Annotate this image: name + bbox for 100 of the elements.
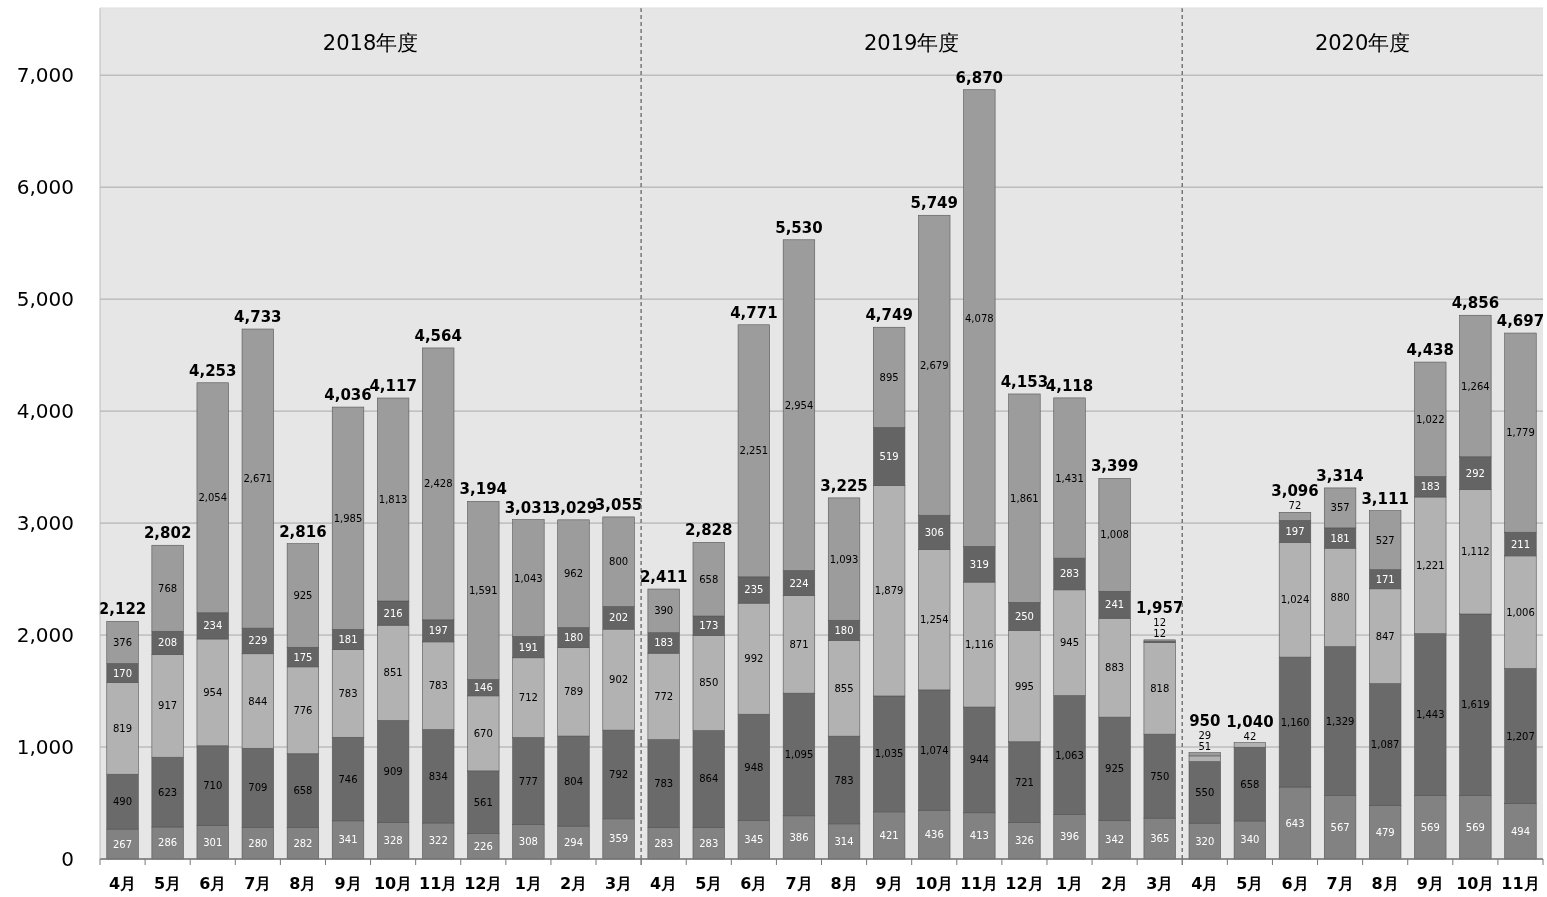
data-label: 783 [834,774,854,786]
data-label: 1,861 [1010,492,1039,504]
data-label: 250 [1014,610,1034,622]
data-label: 1,207 [1506,730,1535,742]
data-label: 804 [563,775,584,787]
data-label: 1,329 [1325,715,1355,727]
data-label: 623 [158,786,178,798]
data-label: 1,221 [1415,559,1445,571]
x-tick-label: 4月 [650,874,678,893]
data-label: 183 [654,637,674,649]
data-label: 1,619 [1461,699,1490,711]
data-label: 29 [1198,729,1212,741]
x-tick-label: 6月 [1281,874,1309,893]
x-tick-label: 8月 [289,874,317,893]
total-label: 3,314 [1316,466,1364,485]
x-tick-label: 7月 [1326,874,1354,893]
data-label: 2,954 [784,399,814,411]
data-label: 42 [1243,730,1257,742]
data-label: 962 [563,568,584,580]
x-tick-label: 1月 [1055,874,1084,893]
x-tick-label: 10月 [1456,874,1495,893]
data-label: 359 [609,833,629,845]
data-label: 314 [834,835,854,847]
data-label: 945 [1059,637,1080,649]
data-label: 658 [293,785,313,797]
total-label: 4,253 [189,361,237,380]
y-tick-label: 2,000 [16,623,74,648]
data-label: 658 [1240,778,1260,790]
x-tick-label: 5月 [1236,874,1264,893]
total-label: 3,225 [820,476,868,495]
data-label: 855 [834,682,854,694]
data-label: 267 [113,838,133,850]
total-label: 4,733 [234,308,282,327]
x-tick-label: 8月 [830,874,858,893]
data-label: 909 [383,765,403,777]
y-tick-label: 7,000 [16,63,74,88]
y-tick-label: 5,000 [16,287,74,312]
data-label: 479 [1375,826,1395,838]
data-label: 800 [609,556,629,568]
data-label: 895 [879,371,899,383]
data-label: 211 [1510,538,1530,550]
total-label: 950 [1189,711,1221,730]
data-label: 917 [158,700,178,712]
data-label: 2,428 [423,478,453,490]
total-label: 2,802 [143,524,192,543]
data-label: 569 [1465,821,1485,833]
x-tick-label: 6月 [199,874,227,893]
data-label: 2,251 [739,445,769,457]
data-label: 180 [563,632,584,644]
data-label: 721 [1014,776,1034,788]
data-label: 670 [473,727,493,739]
data-label: 1,431 [1055,472,1084,484]
data-label: 864 [699,773,719,785]
data-label: 777 [518,775,538,787]
y-tick-label: 3,000 [16,511,74,536]
y-tick-label: 0 [61,847,74,871]
data-label: 320 [1195,835,1215,847]
y-tick-label: 6,000 [16,175,74,200]
x-tick-label: 2月 [1101,874,1129,893]
data-label: 345 [744,834,764,846]
data-label: 340 [1240,834,1260,846]
data-label: 234 [203,620,223,632]
data-label: 283 [699,837,719,849]
data-label: 308 [518,836,538,848]
data-label: 1,043 [514,572,543,584]
data-label: 883 [1105,662,1125,674]
data-label: 944 [969,754,989,766]
data-label: 181 [1330,532,1350,544]
data-label: 844 [248,695,268,707]
data-label: 183 [1420,481,1440,493]
x-tick-label: 12月 [464,874,503,893]
data-label: 925 [293,589,313,601]
total-label: 2,122 [98,600,147,619]
data-label: 171 [1375,573,1395,585]
total-label: 3,399 [1090,457,1139,476]
data-label: 750 [1150,770,1170,782]
data-label: 709 [248,782,268,794]
data-label: 995 [1014,680,1034,692]
data-label: 871 [789,638,809,650]
data-label: 173 [699,620,719,632]
total-label: 3,031 [504,498,553,517]
data-label: 326 [1014,835,1034,847]
x-tick-label: 11月 [960,874,999,893]
data-label: 561 [473,796,493,808]
data-label: 746 [338,773,358,785]
data-label: 1,035 [874,748,904,760]
x-tick-label: 11月 [419,874,458,893]
data-label: 567 [1330,821,1350,833]
data-label: 175 [293,651,313,663]
data-label: 342 [1105,834,1125,846]
data-label: 2,671 [243,473,273,485]
x-tick-label: 7月 [785,874,813,893]
x-tick-label: 1月 [514,874,542,893]
total-label: 1,957 [1135,598,1184,617]
data-label: 12 [1153,627,1167,639]
total-label: 5,749 [910,194,958,213]
data-label: 319 [969,558,989,570]
x-tick-label: 3月 [1146,874,1174,893]
data-label: 376 [113,636,133,648]
data-label: 1,879 [874,585,904,597]
